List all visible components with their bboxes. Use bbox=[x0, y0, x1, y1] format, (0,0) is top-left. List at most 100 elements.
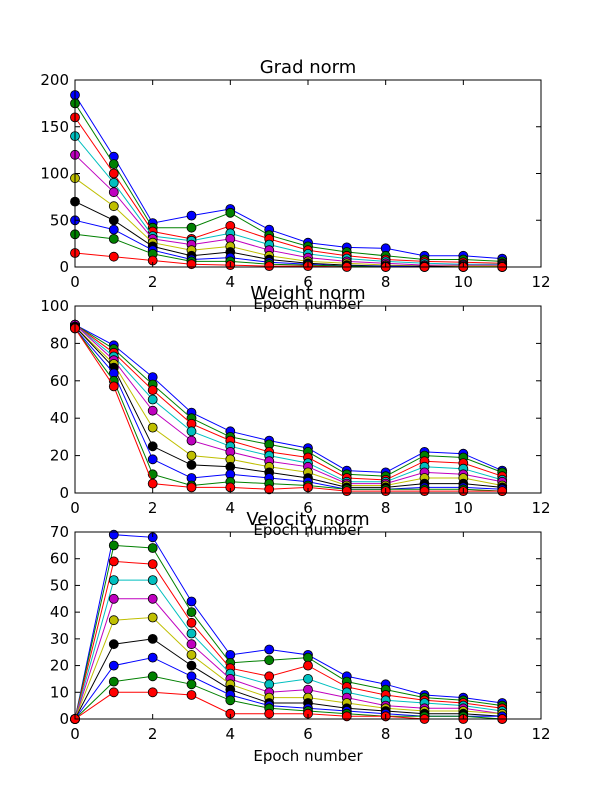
data-point bbox=[186, 450, 197, 461]
x-tick-label: 10 bbox=[454, 273, 473, 291]
y-tick-label: 20 bbox=[50, 657, 69, 675]
data-point bbox=[186, 660, 197, 671]
x-tick-label: 2 bbox=[148, 725, 158, 743]
data-point bbox=[147, 422, 158, 433]
data-point bbox=[108, 233, 119, 244]
y-tick-label: 100 bbox=[40, 297, 69, 315]
x-tick-label: 10 bbox=[454, 499, 473, 517]
data-point bbox=[147, 543, 158, 553]
series-line bbox=[74, 324, 503, 473]
series-line bbox=[74, 154, 503, 266]
data-point bbox=[147, 441, 158, 452]
x-axis-label: Epoch number bbox=[253, 747, 363, 765]
y-tick-label: 40 bbox=[50, 603, 69, 621]
series-line bbox=[74, 328, 503, 492]
series-line bbox=[74, 328, 503, 492]
data-point bbox=[147, 575, 158, 585]
chart-title: Grad norm bbox=[260, 57, 357, 78]
x-tick-label: 8 bbox=[381, 273, 391, 291]
x-tick-label: 2 bbox=[148, 499, 158, 517]
data-point bbox=[108, 540, 119, 551]
data-point bbox=[147, 469, 158, 480]
x-tick-label: 6 bbox=[303, 499, 313, 517]
data-point bbox=[147, 687, 158, 698]
data-point bbox=[186, 210, 197, 221]
y-tick-label: 20 bbox=[50, 447, 69, 465]
data-point bbox=[147, 394, 158, 405]
data-point bbox=[108, 615, 119, 626]
series-line bbox=[74, 544, 503, 720]
data-point bbox=[147, 405, 158, 416]
x-tick-label: 12 bbox=[531, 273, 550, 291]
series-line bbox=[74, 324, 503, 481]
x-tick-label: 12 bbox=[531, 499, 550, 517]
data-point bbox=[108, 168, 119, 179]
series-line bbox=[74, 94, 503, 260]
series-line bbox=[74, 560, 503, 720]
y-tick-label: 0 bbox=[59, 710, 69, 728]
series-line bbox=[74, 324, 503, 485]
y-tick-label: 200 bbox=[40, 71, 69, 89]
series-line bbox=[74, 135, 503, 265]
series-line bbox=[74, 579, 503, 720]
data-point bbox=[186, 259, 197, 270]
data-point bbox=[108, 687, 119, 698]
data-point bbox=[186, 607, 197, 617]
chart-title: Velocity norm bbox=[246, 509, 369, 530]
data-point bbox=[186, 639, 197, 650]
data-point bbox=[108, 224, 119, 235]
data-point bbox=[147, 559, 158, 569]
data-point bbox=[108, 215, 119, 226]
data-point bbox=[186, 690, 197, 700]
series-line bbox=[74, 117, 503, 264]
data-point bbox=[108, 639, 119, 650]
subplot-2: 0 2 4 6 8 10 12 0 20 40 60 80 100 bbox=[40, 297, 550, 517]
data-point bbox=[225, 207, 236, 218]
data-point bbox=[264, 261, 275, 272]
data-point bbox=[147, 593, 158, 604]
x-tick-label: 0 bbox=[70, 725, 80, 743]
data-point bbox=[108, 676, 119, 687]
data-point bbox=[147, 652, 158, 663]
subplot-3: 0 2 4 6 8 10 12 0 10 20 30 40 50 60 70 bbox=[50, 523, 551, 743]
series-line bbox=[74, 326, 503, 488]
series-line bbox=[74, 326, 503, 486]
chart-title: Weight norm bbox=[250, 283, 365, 304]
series-line bbox=[74, 638, 503, 720]
data-point bbox=[147, 385, 158, 396]
y-tick-label: 150 bbox=[40, 118, 69, 136]
data-point bbox=[108, 593, 119, 604]
y-tick-label: 100 bbox=[40, 165, 69, 183]
data-point bbox=[264, 655, 275, 666]
data-point bbox=[264, 484, 275, 495]
data-point bbox=[147, 612, 158, 623]
data-point bbox=[303, 674, 313, 684]
x-tick-label: 6 bbox=[303, 273, 313, 291]
x-tick-label: 4 bbox=[226, 499, 236, 517]
x-tick-label: 0 bbox=[70, 499, 80, 517]
data-point bbox=[186, 650, 197, 660]
data-point bbox=[186, 628, 197, 639]
data-point bbox=[186, 426, 197, 437]
y-tick-label: 0 bbox=[59, 484, 69, 502]
data-point bbox=[147, 454, 158, 465]
data-point bbox=[419, 486, 430, 497]
y-tick-label: 60 bbox=[50, 550, 69, 568]
data-point bbox=[186, 482, 197, 493]
data-point bbox=[264, 644, 275, 655]
x-axis-label: Epoch number bbox=[253, 295, 363, 313]
series-line bbox=[74, 201, 503, 268]
data-point bbox=[108, 177, 119, 188]
x-tick-label: 4 bbox=[226, 273, 236, 291]
y-tick-label: 40 bbox=[50, 409, 69, 427]
data-point bbox=[186, 596, 197, 607]
y-tick-label: 70 bbox=[50, 523, 69, 541]
data-point bbox=[186, 679, 197, 690]
data-point bbox=[147, 634, 158, 644]
y-tick-label: 50 bbox=[50, 211, 69, 229]
subplot-1: 0 2 4 6 8 10 12 0 50 100 150 200 bbox=[40, 71, 550, 291]
series-line bbox=[74, 103, 503, 262]
series-line bbox=[74, 675, 503, 720]
data-point bbox=[108, 201, 119, 212]
